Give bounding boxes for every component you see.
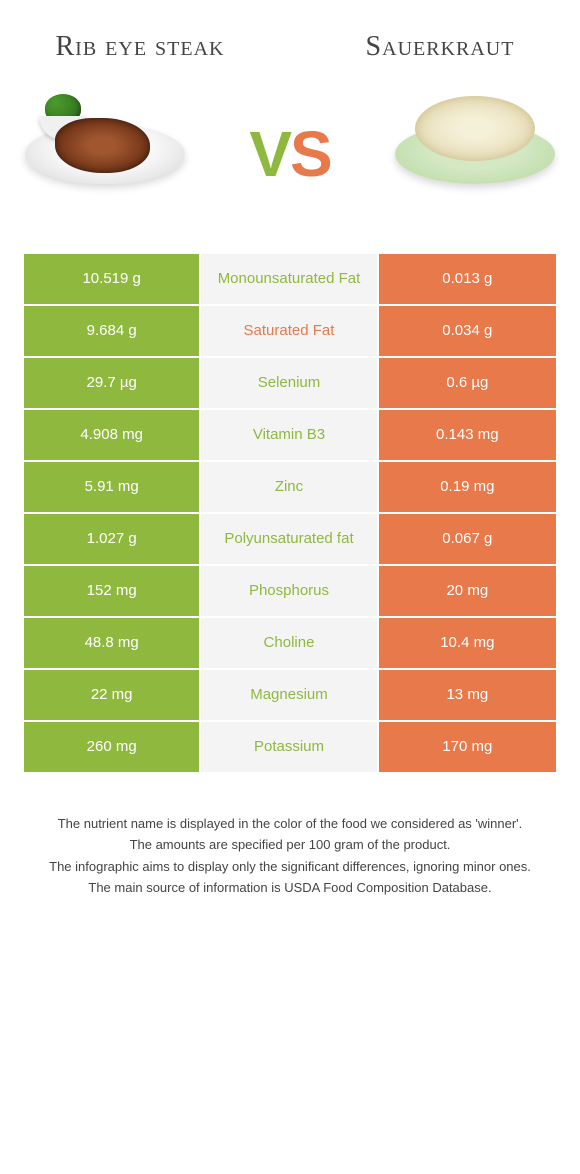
nutrient-table: 10.519 gMonounsaturated Fat0.013 g9.684 … xyxy=(0,254,580,774)
nutrient-name: Selenium xyxy=(201,358,378,408)
table-row: 5.91 mgZinc0.19 mg xyxy=(24,462,556,514)
right-value: 0.19 mg xyxy=(379,462,556,512)
left-value: 29.7 µg xyxy=(24,358,201,408)
left-value: 22 mg xyxy=(24,670,201,720)
table-row: 4.908 mgVitamin B30.143 mg xyxy=(24,410,556,462)
right-food-image xyxy=(390,94,560,214)
nutrient-name: Monounsaturated Fat xyxy=(201,254,378,304)
table-row: 152 mgPhosphorus20 mg xyxy=(24,566,556,618)
left-value: 1.027 g xyxy=(24,514,201,564)
left-value: 10.519 g xyxy=(24,254,201,304)
right-value: 0.034 g xyxy=(379,306,556,356)
images-row: V S xyxy=(0,74,580,254)
right-food-title: Sauerkraut xyxy=(340,30,540,64)
right-value: 0.013 g xyxy=(379,254,556,304)
right-value: 10.4 mg xyxy=(379,618,556,668)
footnote-line: The nutrient name is displayed in the co… xyxy=(30,814,550,834)
left-value: 152 mg xyxy=(24,566,201,616)
nutrient-name: Choline xyxy=(201,618,378,668)
footnotes: The nutrient name is displayed in the co… xyxy=(0,774,580,920)
left-value: 5.91 mg xyxy=(24,462,201,512)
header: Rib eye steak Sauerkraut xyxy=(0,0,580,74)
left-food-title: Rib eye steak xyxy=(40,30,240,64)
nutrient-name: Phosphorus xyxy=(201,566,378,616)
vs-s: S xyxy=(290,117,331,191)
left-value: 48.8 mg xyxy=(24,618,201,668)
sauerkraut-plate-icon xyxy=(395,124,555,184)
vs-v: V xyxy=(249,117,290,191)
footnote-line: The main source of information is USDA F… xyxy=(30,878,550,898)
table-row: 1.027 gPolyunsaturated fat0.067 g xyxy=(24,514,556,566)
left-value: 9.684 g xyxy=(24,306,201,356)
steak-plate-icon xyxy=(25,124,185,184)
table-row: 260 mgPotassium170 mg xyxy=(24,722,556,774)
left-food-image xyxy=(20,94,190,214)
nutrient-name: Saturated Fat xyxy=(201,306,378,356)
table-row: 48.8 mgCholine10.4 mg xyxy=(24,618,556,670)
right-value: 0.067 g xyxy=(379,514,556,564)
right-value: 13 mg xyxy=(379,670,556,720)
right-value: 0.6 µg xyxy=(379,358,556,408)
right-value: 20 mg xyxy=(379,566,556,616)
right-value: 0.143 mg xyxy=(379,410,556,460)
table-row: 22 mgMagnesium13 mg xyxy=(24,670,556,722)
footnote-line: The amounts are specified per 100 gram o… xyxy=(30,835,550,855)
nutrient-name: Magnesium xyxy=(201,670,378,720)
table-row: 10.519 gMonounsaturated Fat0.013 g xyxy=(24,254,556,306)
left-value: 4.908 mg xyxy=(24,410,201,460)
table-row: 9.684 gSaturated Fat0.034 g xyxy=(24,306,556,358)
nutrient-name: Potassium xyxy=(201,722,378,772)
right-value: 170 mg xyxy=(379,722,556,772)
table-row: 29.7 µgSelenium0.6 µg xyxy=(24,358,556,410)
vs-label: V S xyxy=(249,117,330,191)
footnote-line: The infographic aims to display only the… xyxy=(30,857,550,877)
left-value: 260 mg xyxy=(24,722,201,772)
nutrient-name: Vitamin B3 xyxy=(201,410,378,460)
nutrient-name: Polyunsaturated fat xyxy=(201,514,378,564)
nutrient-name: Zinc xyxy=(201,462,378,512)
